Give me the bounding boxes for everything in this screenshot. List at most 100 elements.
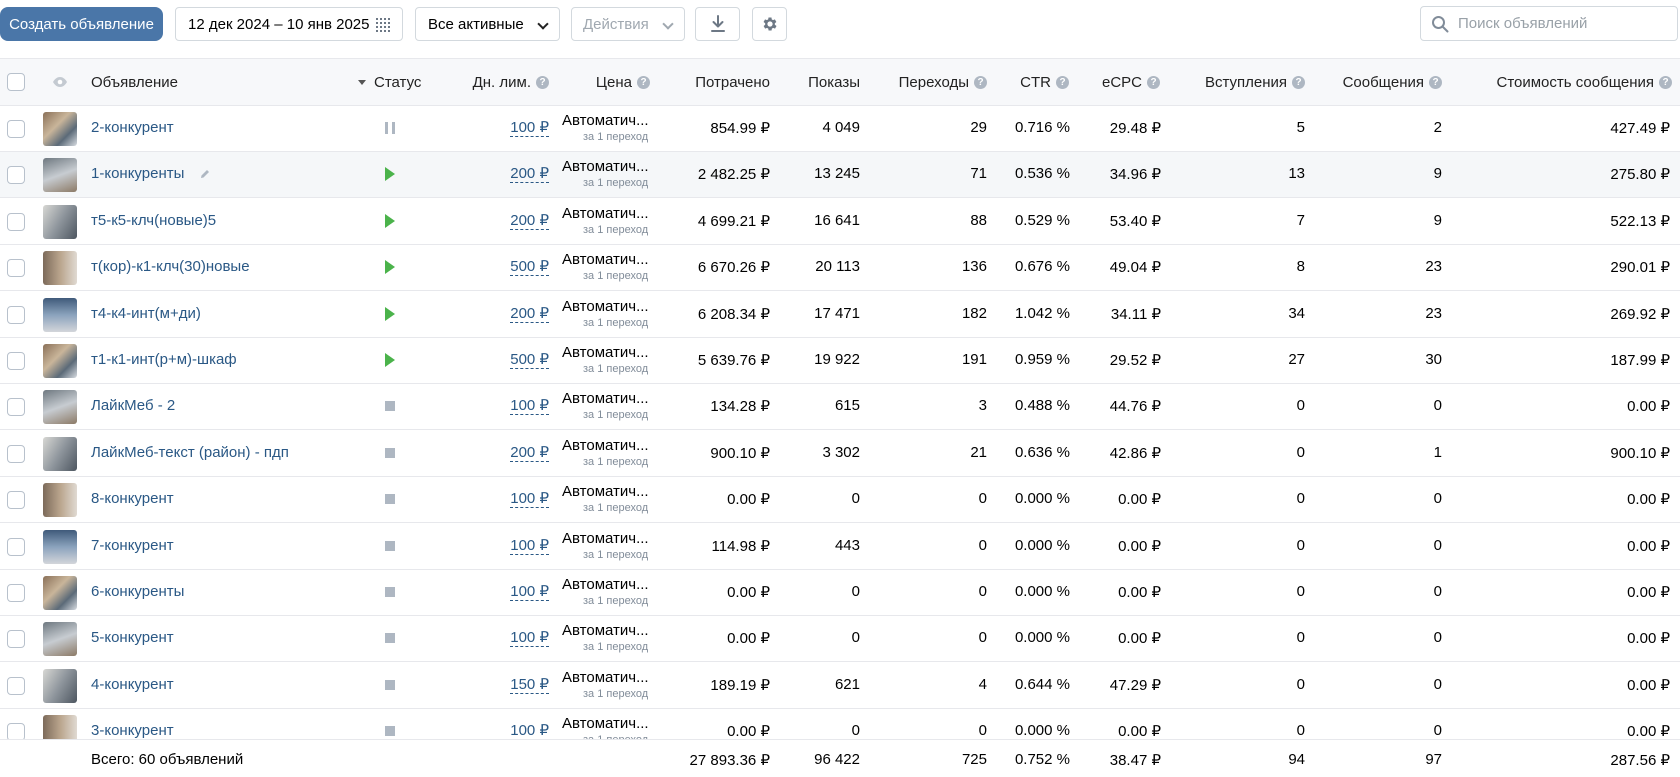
daily-limit-value[interactable]: 100 ₽ xyxy=(510,490,549,509)
daily-limit-value[interactable]: 100 ₽ xyxy=(510,536,549,555)
ad-name-link[interactable]: т1-к1-инт(р+м)-шкаф xyxy=(91,351,237,368)
status-filter-dropdown[interactable]: Все активные xyxy=(415,7,560,41)
play-icon[interactable] xyxy=(385,260,395,275)
row-checkbox[interactable] xyxy=(7,352,25,370)
column-daily-limit[interactable]: Дн. лим.? xyxy=(460,74,549,91)
search-input[interactable]: Поиск объявлений xyxy=(1420,6,1678,41)
ad-thumbnail[interactable] xyxy=(43,158,77,193)
ad-thumbnail[interactable] xyxy=(43,344,77,378)
ad-name-link[interactable]: т(кор)-к1-клч(30)новые xyxy=(91,258,250,276)
column-spent[interactable]: Потрачено xyxy=(695,74,770,91)
play-icon[interactable] xyxy=(385,213,395,228)
row-checkbox[interactable] xyxy=(7,166,25,185)
row-checkbox[interactable] xyxy=(7,630,25,649)
daily-limit-value[interactable]: 100 ₽ xyxy=(510,629,549,648)
table-row[interactable]: 6-конкуренты 100 ₽ Автоматич... за 1 перехо… xyxy=(0,570,1680,616)
ad-name-link[interactable]: т4-к4-инт(м+ди) xyxy=(91,304,201,322)
help-icon[interactable]: ? xyxy=(536,76,549,89)
ad-thumbnail[interactable] xyxy=(43,622,77,657)
table-row[interactable]: 8-конкурент 100 ₽ Автоматич... за 1 переход… xyxy=(0,477,1680,524)
table-row[interactable]: т4-к4-инт(м+ди) 200 ₽ Автоматич... за 1 пер… xyxy=(0,292,1680,338)
ad-name-link[interactable]: ЛайкМеб - 2 xyxy=(91,397,176,415)
row-checkbox[interactable] xyxy=(7,584,25,602)
ad-thumbnail[interactable] xyxy=(43,251,77,286)
daily-limit-value[interactable]: 200 ₽ xyxy=(510,165,549,184)
help-icon[interactable]: ? xyxy=(1292,76,1305,89)
daily-limit-value[interactable]: 100 ₽ xyxy=(510,397,549,416)
ad-name-link[interactable]: 3-конкурент xyxy=(91,722,174,740)
column-clicks[interactable]: Переходы? xyxy=(870,74,987,91)
row-checkbox[interactable] xyxy=(7,444,25,463)
actions-dropdown[interactable]: Действия xyxy=(571,7,685,41)
edit-pencil-icon[interactable] xyxy=(199,168,211,180)
column-ctr[interactable]: CTR? xyxy=(1000,74,1069,91)
stop-icon[interactable] xyxy=(385,726,395,737)
play-icon[interactable] xyxy=(385,353,395,367)
row-checkbox[interactable] xyxy=(7,537,25,556)
ad-name-link[interactable]: 8-конкурент xyxy=(91,490,174,508)
help-icon[interactable]: ? xyxy=(637,76,650,89)
table-row[interactable]: т5-к5-клч(новые)5 200 ₽ Автоматич... за 1 п… xyxy=(0,199,1680,245)
row-checkbox[interactable] xyxy=(7,212,25,231)
ad-thumbnail[interactable] xyxy=(43,483,77,518)
play-icon[interactable] xyxy=(385,167,395,182)
download-button[interactable] xyxy=(695,7,740,41)
table-row[interactable]: т1-к1-инт(р+м)-шкаф 500 ₽ Автоматич... за 1… xyxy=(0,338,1680,384)
stop-icon[interactable] xyxy=(385,633,395,644)
table-row[interactable]: 4-конкурент 150 ₽ Автоматич... за 1 переход… xyxy=(0,663,1680,709)
stop-icon[interactable] xyxy=(385,540,395,551)
ad-name-link[interactable]: т5-к5-клч(новые)5 xyxy=(91,211,217,229)
column-ecpc[interactable]: eCPC? xyxy=(1080,74,1160,91)
help-icon[interactable]: ? xyxy=(1147,76,1160,89)
ad-thumbnail[interactable] xyxy=(43,668,77,703)
row-checkbox[interactable] xyxy=(7,120,25,138)
daily-limit-value[interactable]: 150 ₽ xyxy=(510,675,549,694)
ad-thumbnail[interactable] xyxy=(43,297,77,332)
ad-name-link[interactable]: 2-конкурент xyxy=(91,119,174,136)
column-price[interactable]: Цена? xyxy=(580,74,650,91)
ad-thumbnail[interactable] xyxy=(43,576,77,610)
daily-limit-value[interactable]: 500 ₽ xyxy=(510,258,549,277)
stop-icon[interactable] xyxy=(385,587,395,597)
stop-icon[interactable] xyxy=(385,679,395,690)
row-checkbox[interactable] xyxy=(7,305,25,324)
table-row[interactable]: 2-конкурент 100 ₽ Автоматич... за 1 переход… xyxy=(0,106,1680,152)
column-impressions[interactable]: Показы xyxy=(808,74,860,91)
table-row[interactable]: 5-конкурент 100 ₽ Автоматич... за 1 переход… xyxy=(0,616,1680,663)
daily-limit-value[interactable]: 500 ₽ xyxy=(510,351,549,369)
help-icon[interactable]: ? xyxy=(1056,76,1069,89)
table-row[interactable]: ЛайкМеб - 2 100 ₽ Автоматич... за 1 переход… xyxy=(0,384,1680,431)
settings-button[interactable] xyxy=(752,7,787,41)
stop-icon[interactable] xyxy=(385,401,395,412)
stop-icon[interactable] xyxy=(385,447,395,458)
ad-name-link[interactable]: 7-конкурент xyxy=(91,536,174,554)
row-checkbox[interactable] xyxy=(7,491,25,510)
select-all-checkbox[interactable] xyxy=(7,73,25,91)
help-icon[interactable]: ? xyxy=(1659,76,1672,89)
play-icon[interactable] xyxy=(385,306,395,321)
table-row[interactable]: 7-конкурент 100 ₽ Автоматич... за 1 переход… xyxy=(0,524,1680,570)
help-icon[interactable]: ? xyxy=(974,76,987,89)
pause-icon[interactable] xyxy=(385,122,395,134)
ad-name-link[interactable]: 4-конкурент xyxy=(91,675,174,693)
ad-thumbnail[interactable] xyxy=(43,204,77,239)
daily-limit-value[interactable]: 200 ₽ xyxy=(510,443,549,462)
ad-name-link[interactable]: 1-конкуренты xyxy=(91,165,185,183)
row-checkbox[interactable] xyxy=(7,676,25,695)
eye-icon[interactable] xyxy=(52,76,68,88)
help-icon[interactable]: ? xyxy=(1429,76,1442,89)
table-row[interactable]: 1-конкуренты 200 ₽ Автоматич... за 1 перехо… xyxy=(0,152,1680,199)
table-row[interactable]: т(кор)-к1-клч(30)новые 500 ₽ Автоматич... з… xyxy=(0,245,1680,292)
ad-name-link[interactable]: ЛайкМеб-текст (район) - пдп xyxy=(91,443,289,461)
table-row[interactable]: ЛайкМеб-текст (район) - пдп 200 ₽ Автомати… xyxy=(0,431,1680,477)
ad-thumbnail[interactable] xyxy=(43,390,77,425)
column-status[interactable]: Статус xyxy=(358,74,421,91)
column-messages[interactable]: Сообщения? xyxy=(1320,74,1442,91)
column-ad[interactable]: Объявление xyxy=(91,74,178,91)
row-checkbox[interactable] xyxy=(7,398,25,417)
daily-limit-value[interactable]: 200 ₽ xyxy=(510,304,549,323)
column-joins[interactable]: Вступления? xyxy=(1180,74,1305,91)
ad-name-link[interactable]: 6-конкуренты xyxy=(91,583,185,600)
ad-thumbnail[interactable] xyxy=(43,436,77,471)
daily-limit-value[interactable]: 100 ₽ xyxy=(510,583,549,601)
